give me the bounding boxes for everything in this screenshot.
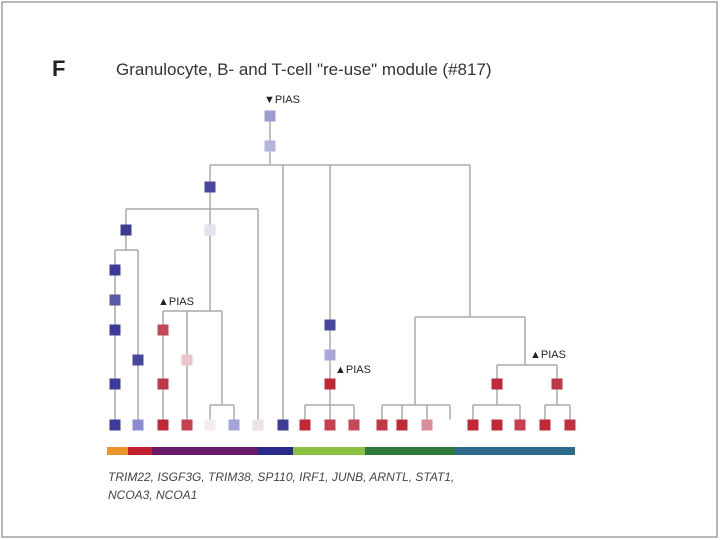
gene-list: NCOA3, NCOA1	[108, 488, 197, 502]
annotation: ▲PIAS	[335, 364, 371, 376]
title: Granulocyte, B- and T-cell "re-use" modu…	[116, 60, 492, 79]
tree-nodes	[109, 110, 576, 431]
annotation: ▲PIAS	[530, 349, 566, 361]
gene-list: TRIM22, ISGF3G, TRIM38, SP110, IRF1, JUN…	[108, 470, 454, 484]
annotation: ▼PIAS	[264, 94, 300, 106]
panel-label: F	[52, 56, 65, 81]
annotation: ▲PIAS	[158, 296, 194, 308]
color-bar	[107, 447, 575, 455]
